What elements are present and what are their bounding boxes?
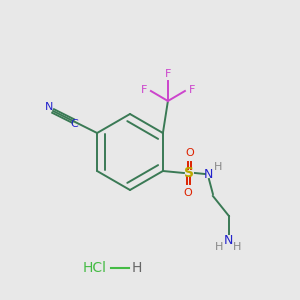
Text: H: H: [215, 242, 223, 252]
Text: H: H: [132, 261, 142, 275]
Text: N: N: [204, 167, 214, 181]
Text: N: N: [224, 233, 234, 247]
Text: H: H: [233, 242, 241, 252]
Text: F: F: [189, 85, 195, 95]
Text: O: O: [185, 148, 194, 158]
Text: N: N: [45, 102, 53, 112]
Text: F: F: [165, 69, 171, 79]
Text: HCl: HCl: [83, 261, 107, 275]
Text: C: C: [70, 119, 78, 129]
Text: S: S: [184, 166, 194, 180]
Text: O: O: [184, 188, 192, 198]
Text: F: F: [141, 85, 147, 95]
Text: H: H: [214, 162, 222, 172]
